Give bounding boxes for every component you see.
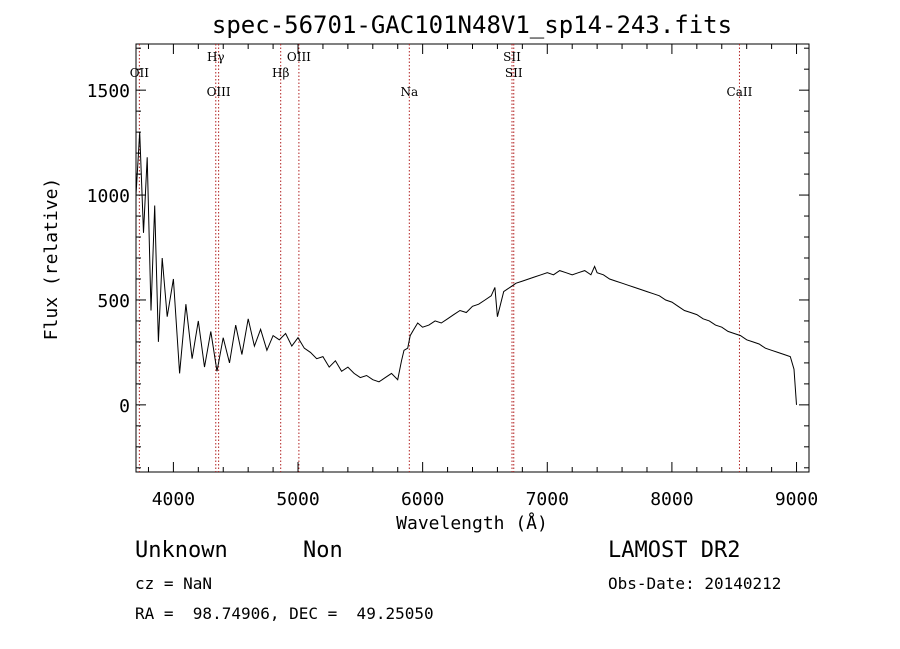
plot-frame <box>135 43 810 473</box>
line-label-sii: SII <box>505 66 523 80</box>
y-axis-label: Flux (relative) <box>41 178 62 341</box>
spectrum-line <box>135 132 797 405</box>
object-subclass: Non <box>303 538 343 563</box>
y-tick-label: 500 <box>97 291 130 312</box>
survey-name: LAMOST DR2 <box>608 538 741 563</box>
y-tick-label: 1000 <box>87 186 130 207</box>
x-axis-label: Wavelength (Å) <box>396 512 548 534</box>
y-tick-label: 1500 <box>87 81 130 102</box>
x-tick-label: 4000 <box>152 489 195 510</box>
line-label-sii: SII <box>503 50 521 64</box>
y-axis-ticks: 0 500 1000 1500 <box>87 47 809 469</box>
observation-date: Obs-Date: 20140212 <box>608 574 782 593</box>
line-label-oii: OII <box>130 66 150 80</box>
x-axis-ticks: 4000 5000 6000 7000 8000 9000 <box>147 44 818 510</box>
spectral-line-markers <box>138 44 740 472</box>
redshift-value: cz = NaN <box>135 574 213 593</box>
plot-border <box>135 43 810 473</box>
x-tick-label: 6000 <box>401 489 444 510</box>
chart-title: spec-56701-GAC101N48V1_sp14-243.fits <box>212 11 732 39</box>
line-label-oiii: OIII <box>207 85 231 99</box>
line-label-na: Na <box>400 85 418 99</box>
y-tick-label: 0 <box>119 396 130 417</box>
spectral-line-labels: OII Hγ OIII Hβ OIII Na SII SII CaII <box>130 50 753 99</box>
x-tick-label: 5000 <box>276 489 319 510</box>
x-tick-label: 7000 <box>526 489 569 510</box>
line-label-hγ: Hγ <box>207 50 225 64</box>
coordinates: RA = 98.74906, DEC = 49.25050 <box>135 604 434 623</box>
line-label-hβ: Hβ <box>272 66 289 80</box>
line-label-caii: CaII <box>727 85 753 99</box>
line-label-oiii: OIII <box>287 50 311 64</box>
x-tick-label: 8000 <box>650 489 693 510</box>
x-tick-label: 9000 <box>775 489 818 510</box>
object-class: Unknown <box>135 538 228 563</box>
